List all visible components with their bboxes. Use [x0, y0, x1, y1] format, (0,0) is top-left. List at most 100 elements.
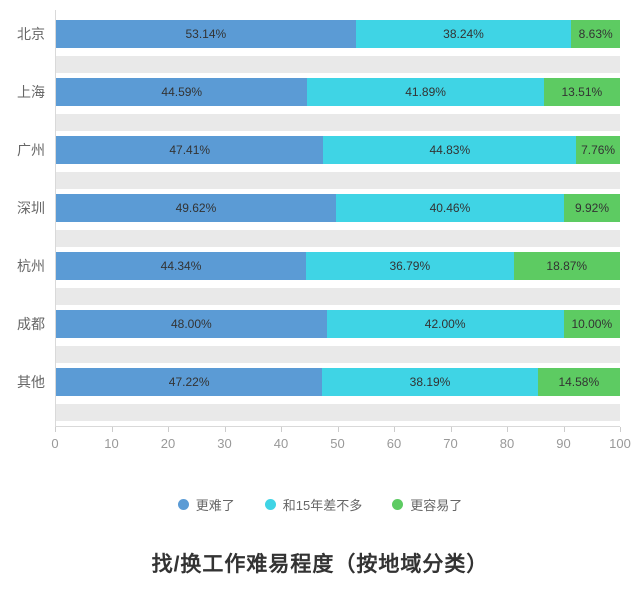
category-label: 北京 [17, 26, 45, 42]
category-row: 杭州 44.34% 36.79% 18.87% [17, 252, 620, 310]
bar-segment-harder[interactable]: 47.41% [56, 136, 324, 164]
bar-segment-same-as-2015[interactable]: 38.19% [322, 368, 538, 396]
x-tick-label: 20 [160, 436, 176, 451]
bar-segment-same-as-2015[interactable]: 36.79% [306, 252, 514, 280]
x-tick-label: 80 [499, 436, 515, 451]
bar-segment-same-as-2015[interactable]: 42.00% [326, 310, 564, 338]
category-label: 杭州 [17, 258, 45, 274]
category-label: 成都 [17, 316, 45, 332]
x-tick [111, 427, 113, 432]
bar-segment-same-as-2015[interactable]: 40.46% [335, 194, 565, 222]
x-tick-label: 50 [330, 436, 345, 451]
bar-stack: 53.14% 38.24% 8.63% [56, 20, 620, 48]
x-tick [620, 427, 621, 432]
bar-value-label: 49.62% [175, 201, 217, 215]
bar-value-label: 44.59% [161, 85, 203, 99]
bar-segment-harder[interactable]: 48.00% [56, 310, 327, 338]
x-tick [563, 427, 565, 432]
category-label: 上海 [17, 84, 45, 100]
legend-item-easier[interactable]: 更容易了 [392, 495, 462, 514]
bar-segment-harder[interactable]: 44.34% [56, 252, 307, 280]
bar-value-label: 44.83% [429, 143, 471, 157]
bar-value-label: 47.22% [168, 375, 210, 389]
bar-segment-harder[interactable]: 53.14% [56, 20, 356, 48]
bar-segment-same-as-2015[interactable]: 44.83% [323, 136, 577, 164]
background-stripe [56, 230, 620, 247]
bar-value-label: 40.46% [429, 201, 471, 215]
legend-label: 和15年差不多 [282, 498, 363, 513]
x-tick [281, 427, 282, 432]
category-row: 深圳 49.62% 40.46% 9.92% [17, 194, 620, 252]
bar-segment-same-as-2015[interactable]: 38.24% [355, 20, 572, 48]
legend-item-harder[interactable]: 更难了 [177, 495, 235, 514]
bar-segment-easier[interactable]: 9.92% [564, 194, 620, 222]
x-tick [450, 427, 452, 432]
x-tick-label: 0 [51, 436, 59, 451]
bar-stack: 44.59% 41.89% 13.51% [56, 78, 620, 106]
x-tick-label: 70 [443, 436, 458, 451]
bar-value-label: 14.58% [558, 375, 600, 389]
plot-area: 北京 53.14% 38.24% 8.63% 上海 44.59% 41.89% 13.51% 广… [17, 10, 620, 427]
x-tick [168, 427, 169, 432]
bar-segment-harder[interactable]: 47.22% [56, 368, 323, 396]
legend-marker [264, 499, 276, 510]
x-tick-label: 100 [609, 436, 631, 451]
x-tick-label: 30 [217, 436, 232, 451]
bar-value-label: 48.00% [171, 317, 212, 331]
bar-value-label: 41.89% [405, 85, 446, 99]
bar-segment-easier[interactable]: 13.51% [543, 78, 620, 106]
x-axis: 0 10 20 30 40 50 60 70 80 90 100 [51, 427, 631, 463]
category-label: 其他 [17, 374, 45, 390]
background-stripe [56, 114, 620, 131]
x-tick [337, 427, 339, 432]
bar-value-label: 53.14% [185, 27, 227, 41]
bar-value-label: 10.00% [571, 317, 613, 331]
bar-stack: 49.62% 40.46% 9.92% [56, 194, 620, 222]
legend-label: 更难了 [195, 498, 235, 513]
bar-segment-easier[interactable]: 7.76% [576, 136, 620, 164]
background-stripe [56, 404, 620, 421]
legend-marker [177, 499, 189, 510]
legend: 更难了 和15年差不多 更容易了 [0, 495, 640, 514]
stacked-bar-chart: 北京 53.14% 38.24% 8.63% 上海 44.59% 41.89% 13.51% 广… [0, 10, 640, 611]
category-label: 深圳 [17, 200, 45, 216]
bar-segment-easier[interactable]: 14.58% [537, 368, 620, 396]
bar-value-label: 38.19% [409, 375, 451, 389]
x-tick [394, 427, 395, 432]
x-tick-label: 40 [273, 436, 289, 451]
chart-title: 找/换工作难易程度（按地域分类） [151, 553, 489, 576]
bar-value-label: 13.51% [561, 85, 603, 99]
bar-stack: 48.00% 42.00% 10.00% [56, 310, 620, 338]
background-stripe [56, 346, 620, 363]
background-stripe [56, 172, 620, 189]
bar-segment-easier[interactable]: 18.87% [513, 252, 620, 280]
legend-item-same-as-2015[interactable]: 和15年差不多 [264, 495, 363, 514]
bar-value-label: 8.63% [578, 27, 613, 41]
category-row: 其他 47.22% 38.19% 14.58% [17, 368, 620, 426]
category-row: 北京 53.14% 38.24% 8.63% [17, 20, 620, 78]
bar-value-label: 18.87% [546, 259, 588, 273]
bar-value-label: 38.24% [443, 27, 484, 41]
x-tick-label: 90 [556, 436, 571, 451]
bar-segment-easier[interactable]: 8.63% [571, 20, 620, 48]
bar-value-label: 47.41% [169, 143, 211, 157]
bar-segment-harder[interactable]: 44.59% [56, 78, 308, 106]
legend-marker [392, 499, 404, 510]
bar-segment-easier[interactable]: 10.00% [563, 310, 620, 338]
bar-value-label: 7.76% [581, 143, 616, 157]
x-tick-label: 60 [386, 436, 402, 451]
bar-value-label: 44.34% [160, 259, 202, 273]
x-tick [55, 427, 56, 432]
x-tick [224, 427, 226, 432]
category-label: 广州 [17, 142, 45, 158]
bar-stack: 47.41% 44.83% 7.76% [56, 136, 620, 164]
category-row: 广州 47.41% 44.83% 7.76% [17, 136, 620, 194]
bar-segment-harder[interactable]: 49.62% [56, 194, 336, 222]
x-tick-label: 10 [104, 436, 119, 451]
background-stripe [56, 288, 620, 305]
category-row: 成都 48.00% 42.00% 10.00% [17, 310, 620, 368]
bar-stack: 47.22% 38.19% 14.58% [56, 368, 620, 396]
bar-value-label: 42.00% [424, 317, 466, 331]
legend-label: 更容易了 [410, 498, 463, 513]
bar-segment-same-as-2015[interactable]: 41.89% [307, 78, 544, 106]
